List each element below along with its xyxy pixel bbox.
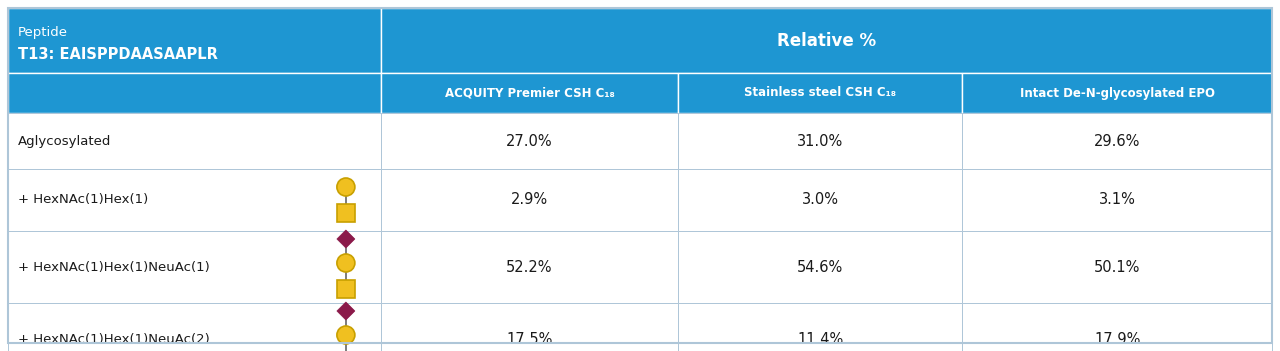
Text: 52.2%: 52.2% <box>506 259 553 274</box>
Text: 27.0%: 27.0% <box>506 133 553 148</box>
Text: + HexNAc(1)Hex(1)NeuAc(2): + HexNAc(1)Hex(1)NeuAc(2) <box>18 332 210 345</box>
Bar <box>963 73 1272 113</box>
Bar <box>337 204 355 222</box>
Bar <box>8 231 381 303</box>
Text: 29.6%: 29.6% <box>1094 133 1140 148</box>
Bar <box>381 8 1272 73</box>
Text: Stainless steel CSH C₁₈: Stainless steel CSH C₁₈ <box>744 86 896 99</box>
Bar <box>678 73 963 113</box>
Bar <box>678 231 963 303</box>
Polygon shape <box>337 302 355 320</box>
Text: 54.6%: 54.6% <box>797 259 844 274</box>
Bar <box>963 169 1272 231</box>
Text: 17.9%: 17.9% <box>1094 331 1140 346</box>
Circle shape <box>337 254 355 272</box>
Text: + HexNAc(1)Hex(1)NeuAc(1): + HexNAc(1)Hex(1)NeuAc(1) <box>18 260 210 273</box>
Bar <box>8 73 381 113</box>
Bar <box>381 169 678 231</box>
Text: 11.4%: 11.4% <box>797 331 844 346</box>
Bar <box>8 303 381 351</box>
Bar <box>963 231 1272 303</box>
Text: 50.1%: 50.1% <box>1094 259 1140 274</box>
Bar <box>963 303 1272 351</box>
Bar <box>381 113 678 169</box>
Text: Peptide: Peptide <box>18 26 68 39</box>
Bar <box>381 73 678 113</box>
Bar <box>963 113 1272 169</box>
Bar <box>8 169 381 231</box>
Text: + HexNAc(1)Hex(1): + HexNAc(1)Hex(1) <box>18 193 148 206</box>
Text: 3.1%: 3.1% <box>1098 192 1135 207</box>
Bar <box>678 303 963 351</box>
Bar <box>381 231 678 303</box>
Text: 31.0%: 31.0% <box>797 133 844 148</box>
Text: ACQUITY Premier CSH C₁₈: ACQUITY Premier CSH C₁₈ <box>444 86 614 99</box>
Text: Aglycosylated: Aglycosylated <box>18 134 111 147</box>
Text: Relative %: Relative % <box>777 32 876 49</box>
Text: 17.5%: 17.5% <box>506 331 553 346</box>
Text: T13: EAISPPDAASAAPLR: T13: EAISPPDAASAAPLR <box>18 47 218 62</box>
Polygon shape <box>337 230 355 248</box>
Circle shape <box>337 326 355 344</box>
Text: Intact De-N-glycosylated EPO: Intact De-N-glycosylated EPO <box>1020 86 1215 99</box>
Bar <box>678 113 963 169</box>
Bar <box>678 169 963 231</box>
Text: 2.9%: 2.9% <box>511 192 548 207</box>
Text: 3.0%: 3.0% <box>801 192 838 207</box>
Bar <box>337 280 355 298</box>
Bar <box>381 303 678 351</box>
Bar <box>8 113 381 169</box>
Circle shape <box>337 178 355 196</box>
Bar <box>8 8 381 73</box>
